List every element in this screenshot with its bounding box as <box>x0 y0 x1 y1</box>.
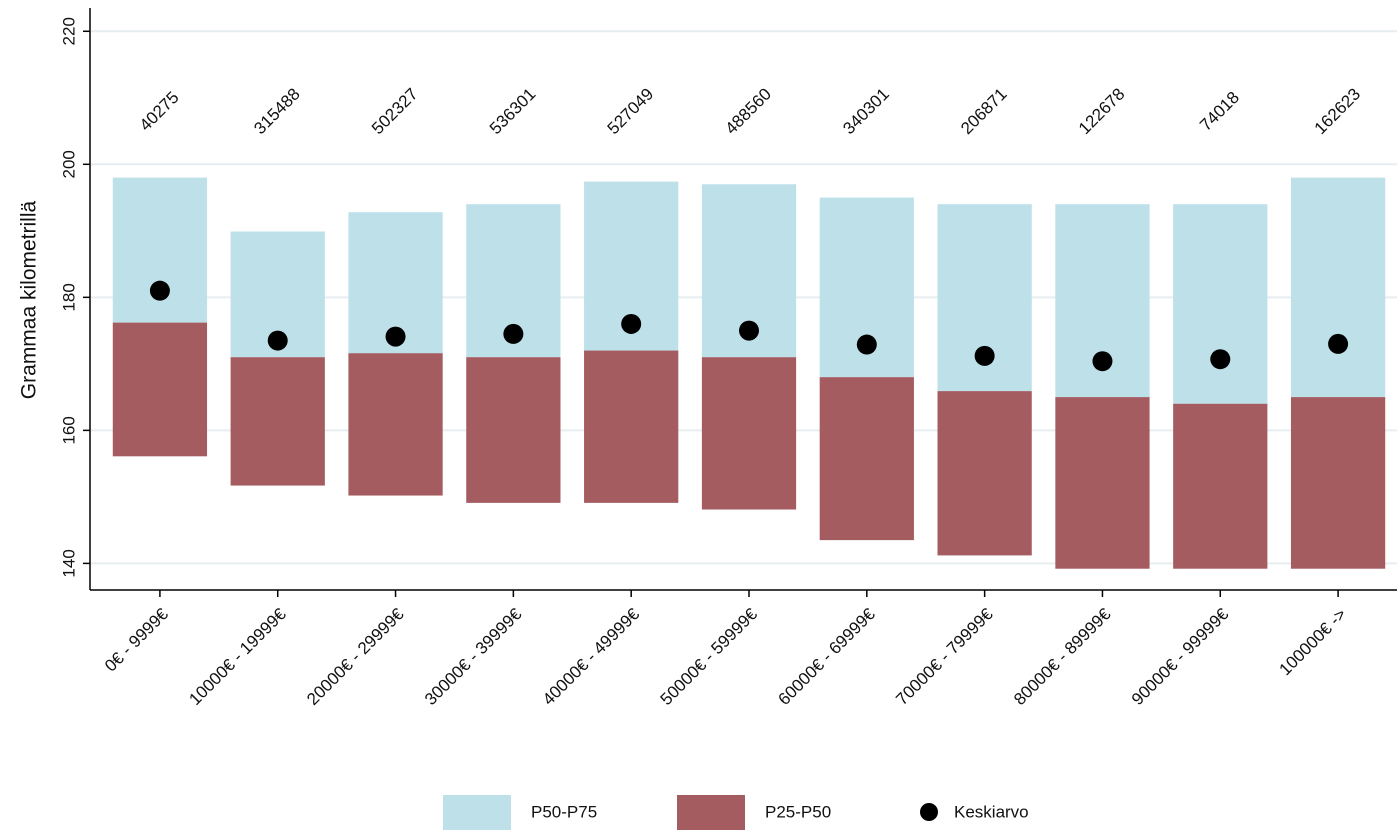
bar-lower <box>1173 403 1268 569</box>
mean-dot <box>974 345 995 366</box>
mean-dot <box>503 323 524 344</box>
mean-dot <box>1092 351 1113 372</box>
x-tick-label: 100000€ -> <box>1275 605 1350 680</box>
count-label: 162623 <box>1311 85 1365 139</box>
bar-lower <box>466 357 561 503</box>
x-tick-label: 50000€ - 59999€ <box>657 604 762 709</box>
bar-lower <box>937 391 1032 556</box>
x-tick-label: 60000€ - 69999€ <box>774 604 879 709</box>
bar-lower <box>230 357 325 486</box>
bar-lower <box>348 353 443 496</box>
count-label: 122678 <box>1075 85 1129 139</box>
bar-upper <box>112 177 208 323</box>
count-label: 74018 <box>1196 88 1243 135</box>
y-tick-label: 160 <box>59 416 78 444</box>
bar-lower <box>112 322 208 457</box>
x-tick-label: 30000€ - 39999€ <box>421 604 526 709</box>
x-tick-label: 90000€ - 99999€ <box>1128 604 1233 709</box>
count-label: 488560 <box>722 85 776 139</box>
legend-label: P25-P50 <box>765 802 831 821</box>
legend-swatch <box>677 795 745 830</box>
mean-dot <box>621 313 642 334</box>
x-tick-label: 70000€ - 79999€ <box>892 604 997 709</box>
mean-dot <box>856 334 877 355</box>
y-tick-label: 180 <box>59 283 78 311</box>
x-tick-label: 0€ - 9999€ <box>101 604 172 675</box>
legend-swatch <box>443 795 511 830</box>
mean-dot <box>739 320 759 341</box>
mean-dot <box>1328 333 1349 354</box>
y-axis-label: Grammaa kilometrillä <box>18 200 41 399</box>
bar-upper <box>1173 204 1268 404</box>
legend-label: P50-P75 <box>531 802 597 821</box>
y-tick-label: 200 <box>59 150 78 178</box>
count-label: 340301 <box>839 85 893 139</box>
bar-lower <box>1290 397 1386 569</box>
bar-lower <box>1055 397 1150 569</box>
y-tick-label: 220 <box>59 17 78 45</box>
bar-lower <box>819 377 914 541</box>
x-tick-label: 80000€ - 89999€ <box>1010 604 1115 709</box>
x-tick-label: 10000€ - 19999€ <box>185 604 290 709</box>
count-label: 315488 <box>250 85 304 139</box>
mean-dot <box>267 330 288 351</box>
bar-lower <box>584 350 679 503</box>
legend-swatch <box>920 803 938 821</box>
count-label: 502327 <box>368 85 422 139</box>
bar-upper <box>1290 177 1386 398</box>
x-tick-label: 40000€ - 49999€ <box>539 604 644 709</box>
bar-lower <box>701 357 797 510</box>
mean-dot <box>149 280 170 301</box>
x-tick-label: 20000€ - 29999€ <box>303 604 408 709</box>
count-label: 536301 <box>486 85 540 139</box>
count-label: 206871 <box>957 85 1011 139</box>
mean-dot <box>385 326 406 347</box>
y-tick-label: 140 <box>59 549 78 577</box>
mean-dot <box>1210 349 1231 370</box>
count-label: 40275 <box>136 88 183 135</box>
count-label: 527049 <box>604 85 658 139</box>
legend-label: Keskiarvo <box>954 802 1029 821</box>
